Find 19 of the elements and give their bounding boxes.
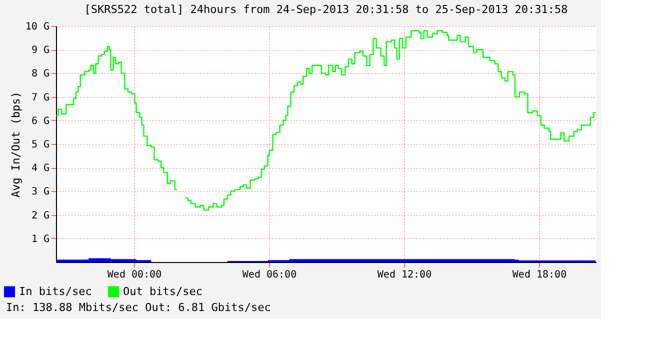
y-tick-label: 7 G — [31, 92, 50, 104]
text: In: 138.88 Mbits/sec Out: 6.81 Gbits/sec — [6, 301, 271, 314]
x-tick-label: Wed 06:00 — [242, 270, 297, 280]
y-tick-label: 8 G — [31, 68, 50, 80]
y-tick-label: 1 G — [31, 234, 50, 245]
y-tick-label: 9 G — [31, 45, 50, 56]
x-tick-label: Wed 00:00 — [107, 270, 162, 280]
x-tick-label: Wed 12:00 — [377, 270, 432, 280]
y-tick-label: 10 G — [25, 22, 50, 32]
chart-title: [SKRS522 total] 24hours from 24-Sep-2013 20:31:58 to 25-Sep-2013 20:31:58 — [84, 3, 568, 16]
y-tick-label: 6 G — [31, 116, 50, 127]
y-tick-label: 2 G — [31, 210, 50, 222]
legend-label: Out bits/sec — [123, 284, 202, 298]
legend-label: In bits/sec — [19, 284, 92, 298]
y-tick-label: 3 G — [31, 186, 50, 198]
y-tick-label: 5 G — [31, 140, 50, 150]
y-tick-label: 4 G — [31, 163, 50, 174]
x-tick-label: Wed 18:00 — [512, 270, 567, 280]
y-axis-title: Avg In/Out (bps) — [9, 92, 22, 198]
